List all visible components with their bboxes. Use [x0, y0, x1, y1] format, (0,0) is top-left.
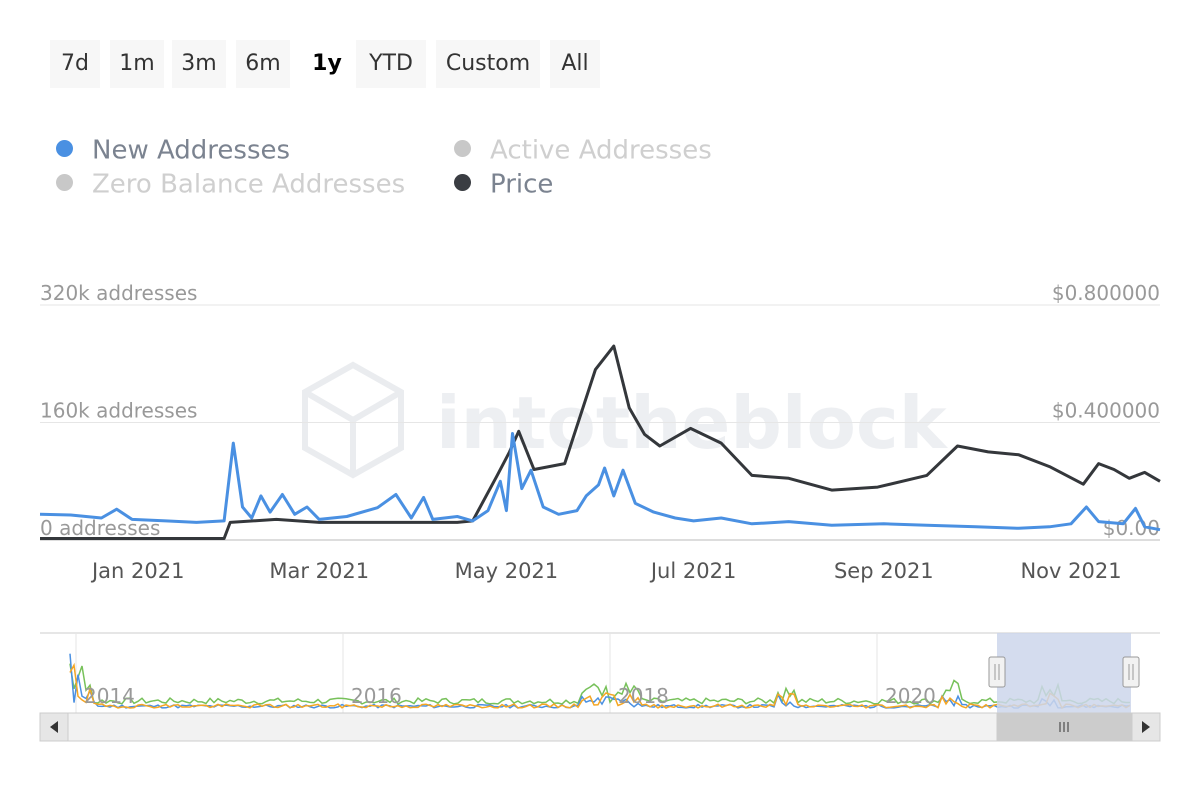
y-left-tick-label: 160k addresses [40, 399, 197, 423]
legend-label: Price [490, 169, 554, 200]
x-tick-label: Jan 2021 [90, 559, 185, 583]
price-dot-icon [454, 174, 471, 191]
navigator-left-handle[interactable] [988, 656, 1006, 688]
x-axis: Jan 2021 Mar 2021 May 2021 Jul 2021 Sep 2021… [90, 559, 1122, 583]
x-tick-label: Jul 2021 [649, 559, 736, 583]
legend-item-new-addresses[interactable]: New Addresses [56, 133, 290, 167]
y-right-tick-label: $0.800000 [1052, 281, 1160, 305]
navigator-tick-label: 2018 [618, 684, 669, 708]
navigator-series-line [69, 662, 1131, 710]
navigator[interactable]: 2014 2016 2018 2020 [0, 630, 1200, 745]
navigator-series [69, 653, 1131, 710]
range-1y-button[interactable]: 1y [300, 40, 354, 88]
navigator-x-axis: 2014 2016 2018 2020 [84, 684, 936, 708]
chart-legend: New Addresses Active Addresses Zero Bala… [50, 128, 770, 208]
y-axis-right: $0.800000$0.400000$0.00 [1052, 281, 1160, 540]
zero-balance-dot-icon [56, 174, 73, 191]
navigator-tick-label: 2016 [351, 684, 402, 708]
intotheblock-logo-icon [302, 361, 404, 479]
range-7d-button[interactable]: 7d [50, 40, 100, 88]
scrollbar-track[interactable] [39, 712, 1161, 742]
legend-item-price[interactable]: Price [454, 167, 553, 201]
legend-item-active-addresses[interactable]: Active Addresses [454, 133, 712, 167]
navigator-series-line [69, 663, 1130, 705]
price-series-line [40, 344, 1161, 540]
new-addresses-dot-icon [56, 140, 73, 157]
navigator-tick-label: 2020 [885, 684, 936, 708]
y-left-tick-label: 320k addresses [40, 281, 197, 305]
navigator-selected-range[interactable] [997, 633, 1131, 713]
legend-label: Zero Balance Addresses [92, 169, 406, 200]
arrow-right-icon [1142, 721, 1150, 733]
scrollbar[interactable] [39, 712, 1161, 742]
series-layer [39, 344, 1161, 540]
range-all-button[interactable]: All [550, 40, 600, 88]
x-tick-label: Mar 2021 [269, 559, 369, 583]
navigator-tick-label: 2014 [84, 684, 135, 708]
navigator-right-handle[interactable] [1122, 656, 1140, 688]
navigator-gridlines [75, 633, 878, 713]
active-addresses-dot-icon [454, 140, 471, 157]
x-tick-label: Nov 2021 [1020, 559, 1121, 583]
range-1m-button[interactable]: 1m [110, 40, 164, 88]
y-right-tick-label: $0.400000 [1052, 399, 1160, 423]
x-tick-label: May 2021 [455, 559, 559, 583]
watermark: intotheblock [302, 361, 949, 479]
legend-item-zero-balance-addresses[interactable]: Zero Balance Addresses [56, 167, 405, 201]
range-ytd-button[interactable]: YTD [356, 40, 426, 88]
main-chart: intotheblock 320k addresses 160k addresse… [39, 281, 1161, 583]
scroll-left-button[interactable] [39, 712, 69, 742]
legend-label: New Addresses [92, 135, 291, 166]
gridlines [40, 304, 1160, 541]
x-tick-label: Sep 2021 [834, 559, 934, 583]
range-custom-button[interactable]: Custom [436, 40, 540, 88]
new-addresses-series-line [39, 432, 1161, 532]
legend-label: Active Addresses [490, 135, 712, 166]
range-3m-button[interactable]: 3m [172, 40, 226, 88]
range-6m-button[interactable]: 6m [236, 40, 290, 88]
arrow-left-icon [50, 721, 58, 733]
